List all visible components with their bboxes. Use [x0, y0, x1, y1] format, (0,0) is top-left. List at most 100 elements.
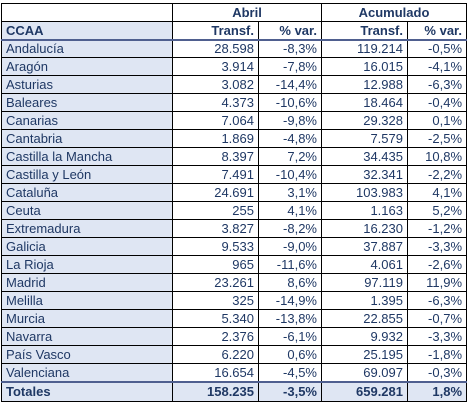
- table-row: Canarias 7.064 -9,8% 29.328 0,1%: [1, 111, 468, 130]
- table-row: Extremadura 3.827 -8,2% 16.230 -1,2%: [1, 219, 468, 238]
- cell-transf-acumulado: 18.464: [321, 93, 408, 112]
- cell-ccaa: Cataluña: [1, 183, 173, 202]
- cell-transf-abril: 16.654: [172, 363, 259, 382]
- totals-var-acumulado: 1,8%: [406, 380, 468, 402]
- column-header-row: CCAA Transf. % var. Transf. % var.: [1, 21, 468, 41]
- col-header-transf-abril: Transf.: [172, 21, 259, 41]
- table-row: Galicia 9.533 -9,0% 37.887 -3,3%: [1, 237, 468, 256]
- cell-transf-abril: 28.598: [172, 39, 259, 58]
- cell-var-abril: -4,8%: [258, 129, 322, 148]
- table-row: Valenciana 16.654 -4,5% 69.097 -0,3%: [1, 363, 468, 382]
- table-row: Murcia 5.340 -13,8% 22.855 -0,7%: [1, 309, 468, 328]
- cell-ccaa: Murcia: [1, 309, 173, 328]
- cell-var-abril: -10,4%: [258, 165, 322, 184]
- group-header-row: Abril Acumulado: [1, 3, 468, 22]
- cell-var-abril: 4,1%: [258, 201, 322, 220]
- cell-var-acumulado: -0,5%: [406, 39, 468, 58]
- cell-transf-acumulado: 103.983: [321, 183, 408, 202]
- totals-var-abril: -3,5%: [258, 380, 322, 402]
- cell-transf-abril: 2.376: [172, 327, 259, 346]
- cell-transf-acumulado: 12.988: [321, 75, 408, 94]
- cell-var-acumulado: -3,3%: [406, 237, 468, 256]
- table-row: Melilla 325 -14,9% 1.395 -6,3%: [1, 291, 468, 310]
- cell-ccaa: Madrid: [1, 273, 173, 292]
- table-row: La Rioja 965 -11,6% 4.061 -2,6%: [1, 255, 468, 274]
- cell-var-acumulado: 0,1%: [406, 111, 468, 130]
- cell-ccaa: País Vasco: [1, 345, 173, 364]
- cell-var-acumulado: -2,6%: [406, 255, 468, 274]
- totals-row: Totales 158.235 -3,5% 659.281 1,8%: [1, 380, 468, 402]
- cell-ccaa: Navarra: [1, 327, 173, 346]
- transfers-table: Abril Acumulado CCAA Transf. % var. Tran…: [1, 3, 468, 402]
- cell-transf-acumulado: 22.855: [321, 309, 408, 328]
- table-row: País Vasco 6.220 0,6% 25.195 -1,8%: [1, 345, 468, 364]
- cell-var-acumulado: -0,3%: [406, 363, 468, 382]
- cell-ccaa: Castilla y León: [1, 165, 173, 184]
- cell-ccaa: Melilla: [1, 291, 173, 310]
- table-row: Asturias 3.082 -14,4% 12.988 -6,3%: [1, 75, 468, 94]
- cell-transf-acumulado: 4.061: [321, 255, 408, 274]
- cell-transf-abril: 6.220: [172, 345, 259, 364]
- cell-var-abril: 0,6%: [258, 345, 322, 364]
- cell-ccaa: Extremadura: [1, 219, 173, 238]
- cell-ccaa: Valenciana: [1, 363, 173, 382]
- cell-transf-abril: 7.491: [172, 165, 259, 184]
- cell-var-abril: -11,6%: [258, 255, 322, 274]
- cell-ccaa: Cantabria: [1, 129, 173, 148]
- cell-var-abril: -8,3%: [258, 39, 322, 58]
- blank-corner: [1, 3, 173, 22]
- cell-var-acumulado: -3,3%: [406, 327, 468, 346]
- group-header-abril: Abril: [172, 3, 322, 22]
- col-header-transf-acumulado: Transf.: [321, 21, 408, 41]
- cell-var-acumulado: -2,2%: [406, 165, 468, 184]
- col-header-var-abril: % var.: [258, 21, 322, 41]
- cell-transf-abril: 3.827: [172, 219, 259, 238]
- cell-transf-abril: 255: [172, 201, 259, 220]
- cell-ccaa: Galicia: [1, 237, 173, 256]
- totals-transf-acumulado: 659.281: [321, 380, 408, 402]
- table-body: Andalucía 28.598 -8,3% 119.214 -0,5% Aragón 3…: [1, 39, 468, 402]
- cell-var-acumulado: -1,8%: [406, 345, 468, 364]
- cell-transf-abril: 23.261: [172, 273, 259, 292]
- cell-transf-acumulado: 29.328: [321, 111, 408, 130]
- cell-var-acumulado: -1,2%: [406, 219, 468, 238]
- cell-transf-acumulado: 69.097: [321, 363, 408, 382]
- cell-var-abril: 7,2%: [258, 147, 322, 166]
- cell-var-abril: -10,6%: [258, 93, 322, 112]
- cell-transf-abril: 965: [172, 255, 259, 274]
- cell-var-abril: -7,8%: [258, 57, 322, 76]
- group-header-acumulado: Acumulado: [320, 3, 468, 22]
- cell-var-acumulado: -2,5%: [406, 129, 468, 148]
- table-row: Andalucía 28.598 -8,3% 119.214 -0,5%: [1, 39, 468, 58]
- cell-transf-abril: 325: [172, 291, 259, 310]
- table-row: Aragón 3.914 -7,8% 16.015 -4,1%: [1, 57, 468, 76]
- cell-transf-acumulado: 1.395: [321, 291, 408, 310]
- cell-transf-abril: 4.373: [172, 93, 259, 112]
- cell-transf-abril: 8.397: [172, 147, 259, 166]
- cell-var-abril: -9,8%: [258, 111, 322, 130]
- totals-label: Totales: [1, 380, 173, 402]
- cell-var-acumulado: -4,1%: [406, 57, 468, 76]
- cell-var-acumulado: -0,4%: [406, 93, 468, 112]
- cell-var-abril: -14,4%: [258, 75, 322, 94]
- table-row: Navarra 2.376 -6,1% 9.932 -3,3%: [1, 327, 468, 346]
- totals-transf-abril: 158.235: [172, 380, 259, 402]
- table-row: Cataluña 24.691 3,1% 103.983 4,1%: [1, 183, 468, 202]
- cell-ccaa: Castilla la Mancha: [1, 147, 173, 166]
- cell-var-acumulado: 11,9%: [406, 273, 468, 292]
- cell-var-abril: 8,6%: [258, 273, 322, 292]
- cell-var-abril: -9,0%: [258, 237, 322, 256]
- cell-transf-acumulado: 119.214: [321, 39, 408, 58]
- cell-var-acumulado: -0,7%: [406, 309, 468, 328]
- cell-var-acumulado: -6,3%: [406, 291, 468, 310]
- cell-transf-acumulado: 32.341: [321, 165, 408, 184]
- cell-var-acumulado: 5,2%: [406, 201, 468, 220]
- cell-transf-acumulado: 9.932: [321, 327, 408, 346]
- table-row: Ceuta 255 4,1% 1.163 5,2%: [1, 201, 468, 220]
- cell-var-abril: -13,8%: [258, 309, 322, 328]
- cell-ccaa: Ceuta: [1, 201, 173, 220]
- cell-transf-acumulado: 16.230: [321, 219, 408, 238]
- cell-var-acumulado: -6,3%: [406, 75, 468, 94]
- cell-transf-abril: 7.064: [172, 111, 259, 130]
- cell-var-abril: 3,1%: [258, 183, 322, 202]
